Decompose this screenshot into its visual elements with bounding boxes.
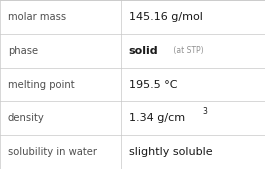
Text: solubility in water: solubility in water: [8, 147, 97, 157]
Text: phase: phase: [8, 46, 38, 56]
Text: density: density: [8, 113, 45, 123]
Text: slightly soluble: slightly soluble: [129, 147, 212, 157]
Text: (at STP): (at STP): [171, 46, 203, 55]
Text: solid: solid: [129, 46, 158, 56]
Text: 3: 3: [202, 107, 207, 116]
Text: 195.5 °C: 195.5 °C: [129, 79, 177, 90]
Text: molar mass: molar mass: [8, 12, 66, 22]
Text: 145.16 g/mol: 145.16 g/mol: [129, 12, 202, 22]
Text: 1.34 g/cm: 1.34 g/cm: [129, 113, 185, 123]
Text: melting point: melting point: [8, 79, 74, 90]
